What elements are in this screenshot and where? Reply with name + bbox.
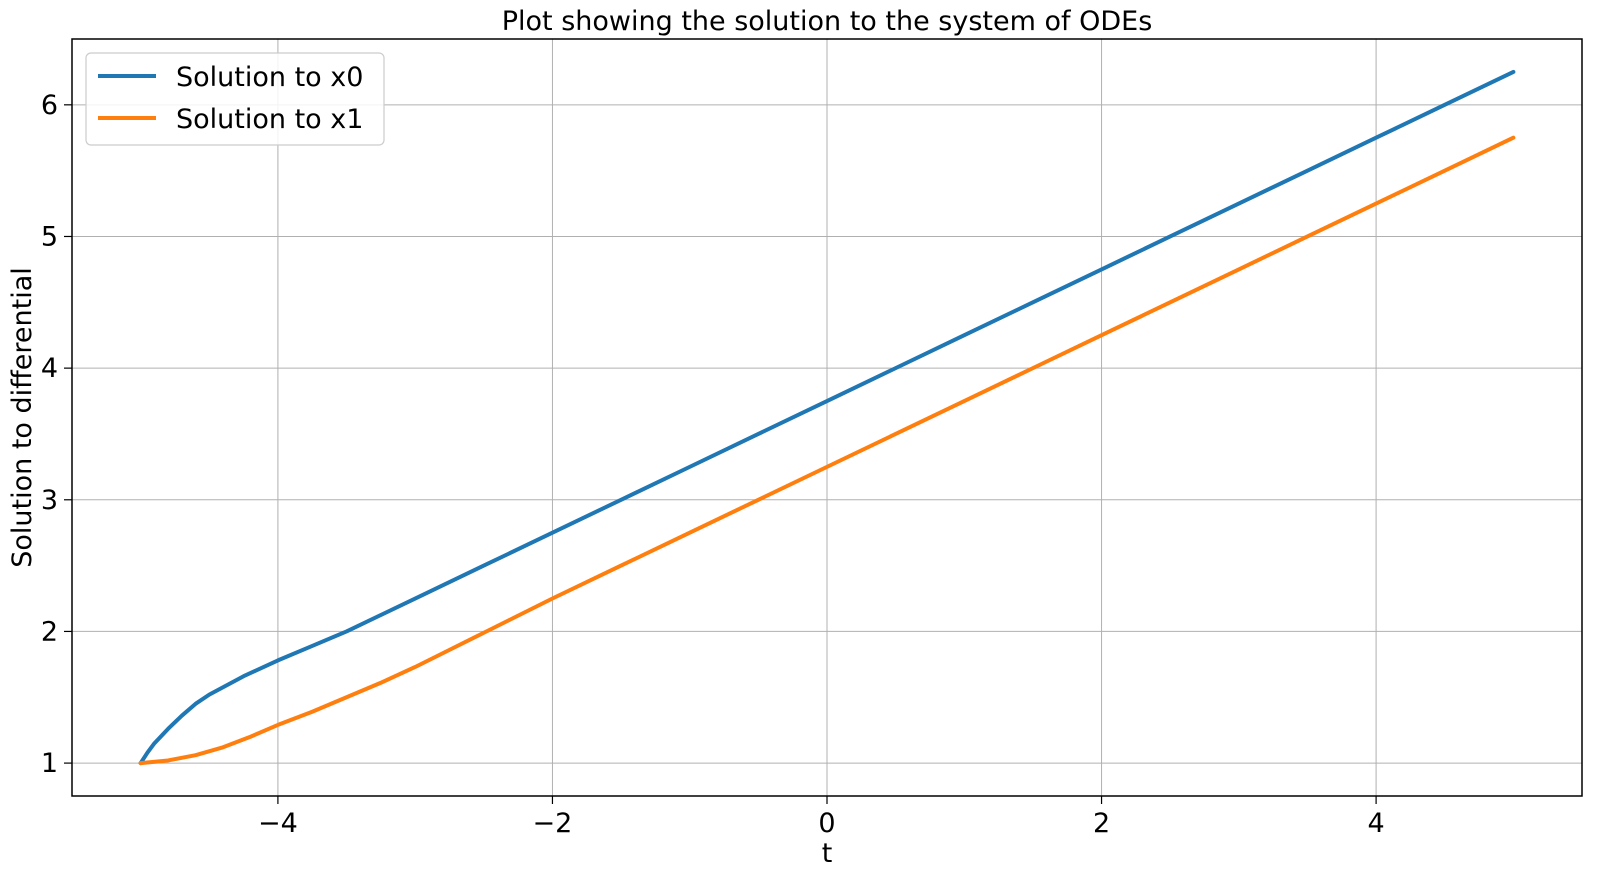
x-tick-label: −4 <box>258 808 298 839</box>
y-tick-label: 2 <box>41 616 58 647</box>
x-tick-label: 2 <box>1093 808 1110 839</box>
legend-label: Solution to x0 <box>176 62 363 93</box>
y-tick-label: 4 <box>41 353 58 384</box>
y-tick-label: 6 <box>41 90 58 121</box>
x-axis-label: t <box>822 838 833 869</box>
x-tick-label: 4 <box>1367 808 1384 839</box>
y-tick-label: 1 <box>41 748 58 779</box>
y-axis-label: Solution to differential <box>7 267 38 567</box>
legend-label: Solution to x1 <box>176 104 363 135</box>
series-lines <box>138 69 1516 766</box>
y-tick-label: 3 <box>41 485 58 516</box>
legend: Solution to x0 Solution to x1 <box>85 52 385 146</box>
x-tick-label: −2 <box>533 808 573 839</box>
ticks: −4 −2 0 2 4 1 2 3 4 5 6 <box>41 90 1385 839</box>
grid <box>72 39 1582 796</box>
chart-title: Plot showing the solution to the system … <box>502 6 1153 37</box>
series-line-1 <box>138 135 1516 766</box>
series-line-0 <box>138 69 1516 766</box>
y-tick-label: 5 <box>41 221 58 252</box>
x-tick-label: 0 <box>818 808 835 839</box>
legend-box <box>85 52 385 146</box>
